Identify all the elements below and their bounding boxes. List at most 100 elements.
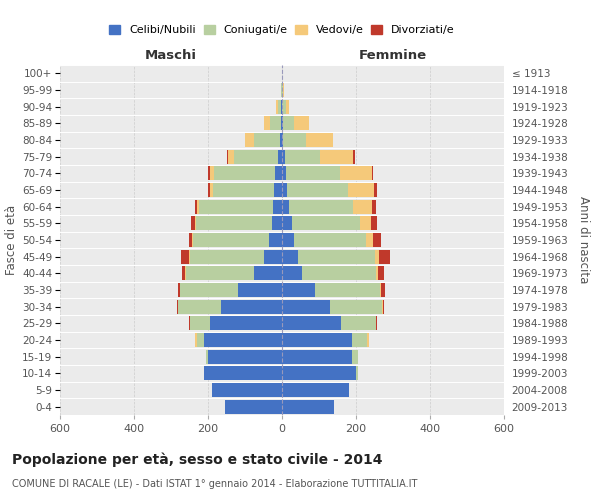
Bar xyxy=(282,150,285,164)
Bar xyxy=(273,200,282,214)
Bar xyxy=(206,350,208,364)
Bar xyxy=(348,183,374,197)
Bar xyxy=(292,216,360,230)
Bar xyxy=(340,166,371,180)
Bar xyxy=(282,300,330,314)
Bar xyxy=(352,333,367,347)
Bar xyxy=(282,283,316,297)
Bar xyxy=(294,116,308,130)
Bar xyxy=(378,266,384,280)
Bar xyxy=(373,233,381,247)
Bar xyxy=(277,100,278,114)
Bar xyxy=(289,200,353,214)
Bar xyxy=(195,216,196,230)
Bar xyxy=(281,83,282,97)
Bar xyxy=(283,116,294,130)
Bar xyxy=(371,166,373,180)
Bar xyxy=(316,283,380,297)
Bar xyxy=(372,200,376,214)
Bar xyxy=(375,250,379,264)
Bar xyxy=(286,166,340,180)
Bar xyxy=(229,150,234,164)
Bar xyxy=(196,216,272,230)
Bar xyxy=(189,250,190,264)
Bar xyxy=(282,250,298,264)
Bar xyxy=(270,116,281,130)
Bar xyxy=(366,233,373,247)
Bar xyxy=(227,150,229,164)
Y-axis label: Fasce di età: Fasce di età xyxy=(5,205,18,275)
Bar xyxy=(352,350,358,364)
Bar xyxy=(254,133,280,147)
Bar xyxy=(274,183,282,197)
Bar xyxy=(197,333,204,347)
Bar xyxy=(208,166,210,180)
Bar xyxy=(193,233,269,247)
Bar xyxy=(383,300,385,314)
Bar xyxy=(282,133,283,147)
Bar xyxy=(287,183,348,197)
Bar xyxy=(280,133,282,147)
Bar xyxy=(238,283,282,297)
Bar xyxy=(282,266,302,280)
Bar xyxy=(264,116,270,130)
Bar xyxy=(210,316,282,330)
Bar xyxy=(189,233,193,247)
Bar xyxy=(283,100,286,114)
Bar xyxy=(282,233,294,247)
Bar xyxy=(214,166,275,180)
Bar xyxy=(282,316,341,330)
Bar xyxy=(224,400,282,413)
Bar xyxy=(330,300,382,314)
Bar xyxy=(282,116,283,130)
Bar xyxy=(283,133,305,147)
Bar xyxy=(282,183,287,197)
Text: Maschi: Maschi xyxy=(145,48,197,62)
Bar xyxy=(278,100,281,114)
Bar xyxy=(191,216,195,230)
Bar xyxy=(269,233,282,247)
Bar xyxy=(263,250,282,264)
Bar xyxy=(371,216,377,230)
Bar xyxy=(254,266,282,280)
Bar xyxy=(208,350,282,364)
Bar xyxy=(282,166,286,180)
Bar xyxy=(283,83,284,97)
Bar xyxy=(302,266,376,280)
Bar xyxy=(281,100,282,114)
Bar xyxy=(204,366,282,380)
Text: Femmine: Femmine xyxy=(359,48,427,62)
Bar xyxy=(381,283,385,297)
Bar xyxy=(210,183,213,197)
Bar xyxy=(380,283,381,297)
Bar xyxy=(353,200,372,214)
Bar xyxy=(190,316,210,330)
Bar xyxy=(341,316,376,330)
Bar xyxy=(182,266,185,280)
Bar xyxy=(245,133,254,147)
Bar xyxy=(197,200,199,214)
Bar xyxy=(320,150,353,164)
Bar xyxy=(179,283,180,297)
Bar xyxy=(186,266,254,280)
Bar xyxy=(305,133,334,147)
Bar xyxy=(212,383,282,397)
Bar xyxy=(281,116,282,130)
Text: COMUNE DI RACALE (LE) - Dati ISTAT 1° gennaio 2014 - Elaborazione TUTTITALIA.IT: COMUNE DI RACALE (LE) - Dati ISTAT 1° ge… xyxy=(12,479,418,489)
Bar xyxy=(286,100,289,114)
Bar xyxy=(360,216,371,230)
Bar xyxy=(181,250,189,264)
Bar xyxy=(282,400,334,413)
Bar xyxy=(203,366,204,380)
Bar xyxy=(204,333,282,347)
Bar xyxy=(282,350,352,364)
Bar xyxy=(374,183,377,197)
Bar xyxy=(195,200,197,214)
Text: Popolazione per età, sesso e stato civile - 2014: Popolazione per età, sesso e stato civil… xyxy=(12,452,383,467)
Bar xyxy=(234,150,278,164)
Bar xyxy=(285,150,320,164)
Bar xyxy=(379,250,390,264)
Bar xyxy=(282,366,356,380)
Bar xyxy=(210,166,214,180)
Bar xyxy=(356,366,358,380)
